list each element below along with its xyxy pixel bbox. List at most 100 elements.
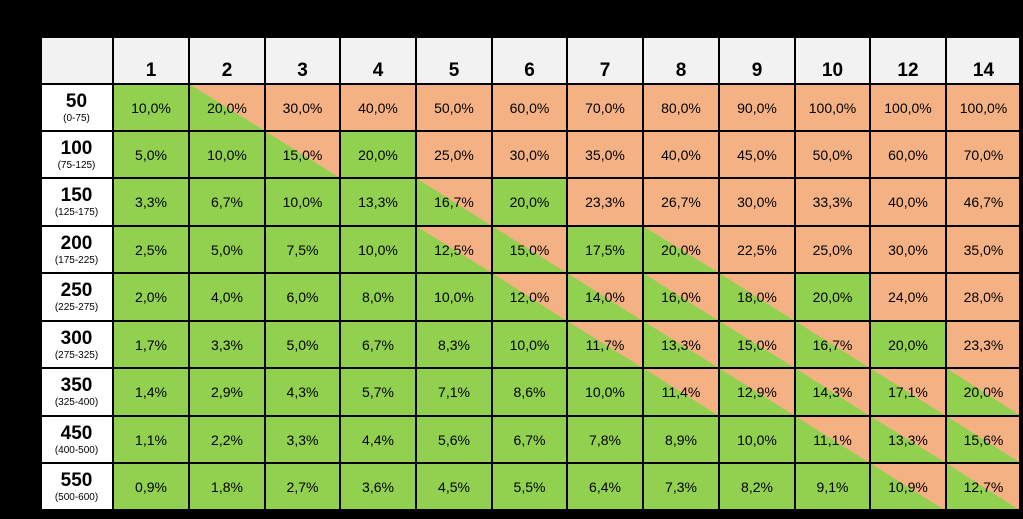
column-header-label: 3	[297, 60, 308, 81]
row-header: 150 (125-175)	[40, 178, 113, 226]
row-header-range: (225-275)	[54, 302, 99, 313]
table-cell: 2,7%	[265, 463, 340, 511]
cell-value: 15,0%	[737, 336, 777, 353]
row-header: 300 (275-325)	[40, 321, 113, 368]
table-cell: 40,0%	[340, 84, 416, 131]
table-cell: 60,0%	[870, 131, 946, 178]
cell-value: 7,3%	[665, 479, 697, 495]
row-header-range: (175-225)	[54, 254, 99, 266]
cell-value: 6,4%	[589, 479, 621, 495]
cell-value: 45,0%	[737, 146, 777, 163]
cell-value: 10,0%	[737, 431, 777, 448]
cell-value: 35,0%	[963, 241, 1004, 258]
table-cell: 12,5%	[416, 226, 492, 273]
cell-value: 20,0%	[509, 194, 550, 210]
table-cell: 11,7%	[567, 321, 643, 368]
table-cell: 18,0%	[719, 273, 795, 321]
cell-value: 10,0%	[131, 99, 171, 116]
cell-value: 10,0%	[282, 194, 323, 210]
table-cell: 45,0%	[719, 131, 795, 178]
row-header-label: 300	[60, 327, 93, 349]
table-cell: 1,4%	[113, 368, 189, 416]
table-cell: 16,7%	[795, 321, 870, 368]
column-header-label: 2	[221, 60, 233, 81]
cell-value: 14,0%	[585, 289, 625, 305]
grid-lines	[40, 36, 1021, 511]
column-header-label: 1	[145, 60, 157, 81]
cell-value: 9,1%	[816, 479, 849, 495]
cell-value: 12,7%	[963, 479, 1004, 495]
column-header-label: 8	[675, 60, 687, 81]
table-cell: 40,0%	[643, 131, 719, 178]
column-header: 5	[416, 36, 492, 84]
cell-value: 25,0%	[812, 241, 853, 258]
percentage-table: 1 2 3 4 5 6 7 8 9 10 12 14 50 (0-75) 10,0% 20,0% 30,0% 40…	[40, 36, 1021, 511]
column-header: 10	[795, 36, 870, 84]
table-cell: 2,9%	[189, 368, 265, 416]
cell-value: 5,5%	[513, 479, 546, 495]
cell-value: 30,0%	[737, 194, 777, 210]
column-header: 8	[643, 36, 719, 84]
table-cell: 13,3%	[870, 416, 946, 463]
cell-value: 4,4%	[362, 431, 394, 448]
row-header-label: 350	[60, 375, 93, 396]
cell-value: 20,0%	[358, 146, 398, 163]
table-cell: 50,0%	[795, 131, 870, 178]
table-cell: 24,0%	[870, 273, 946, 321]
cell-value: 15,0%	[509, 241, 550, 258]
table-cell: 46,7%	[946, 178, 1021, 226]
cell-value: 15,6%	[963, 431, 1004, 448]
cell-value: 6,0%	[286, 289, 319, 305]
table-cell: 3,3%	[265, 416, 340, 463]
cell-value: 12,9%	[737, 384, 777, 400]
table-cell: 8,9%	[643, 416, 719, 463]
table-cell: 12,7%	[946, 463, 1021, 511]
cell-value: 3,3%	[211, 336, 243, 353]
table-cell: 10,0%	[416, 273, 492, 321]
table-cell: 12,0%	[492, 273, 567, 321]
table-cell: 5,7%	[340, 368, 416, 416]
cell-value: 46,7%	[963, 194, 1004, 210]
table-cell: 5,6%	[416, 416, 492, 463]
cell-value: 7,1%	[438, 384, 470, 400]
row-header: 100 (75-125)	[40, 131, 113, 178]
column-header-label: 14	[972, 60, 995, 81]
cell-value: 20,0%	[661, 241, 701, 258]
table-cell: 30,0%	[265, 84, 340, 131]
cell-value: 15,0%	[282, 146, 323, 163]
cell-value: 6,7%	[362, 336, 394, 353]
row-header-label: 450	[60, 422, 93, 444]
column-header-label: 5	[448, 60, 460, 81]
cell-value: 16,7%	[812, 336, 853, 353]
cell-value: 20,0%	[207, 99, 247, 116]
cell-value: 3,3%	[286, 431, 319, 448]
cell-value: 20,0%	[888, 336, 928, 353]
table-cell: 1,1%	[113, 416, 189, 463]
table-cell: 2,2%	[189, 416, 265, 463]
table-cell: 4,3%	[265, 368, 340, 416]
cell-value: 5,7%	[362, 384, 394, 400]
row-header-range: (75-125)	[57, 159, 96, 171]
table-cell: 5,0%	[265, 321, 340, 368]
table-cell: 13,3%	[643, 321, 719, 368]
cell-value: 40,0%	[358, 99, 398, 116]
table-cell: 20,0%	[340, 131, 416, 178]
table-cell: 17,1%	[870, 368, 946, 416]
table-cell: 8,3%	[416, 321, 492, 368]
table-cell: 20,0%	[492, 178, 567, 226]
cell-value: 60,0%	[888, 146, 928, 163]
table-cell: 22,5%	[719, 226, 795, 273]
row-header-label: 550	[60, 470, 93, 491]
table-cell: 8,0%	[340, 273, 416, 321]
cell-value: 70,0%	[963, 146, 1004, 163]
table-cell: 3,3%	[189, 321, 265, 368]
column-header: 9	[719, 36, 795, 84]
cell-value: 2,2%	[211, 431, 243, 448]
table-cell: 70,0%	[567, 84, 643, 131]
table-cell: 23,3%	[567, 178, 643, 226]
table-cell: 14,0%	[567, 273, 643, 321]
column-header-label: 4	[372, 60, 384, 81]
cell-value: 24,0%	[888, 289, 928, 305]
table-cell: 11,4%	[643, 368, 719, 416]
cell-value: 3,3%	[135, 194, 167, 210]
